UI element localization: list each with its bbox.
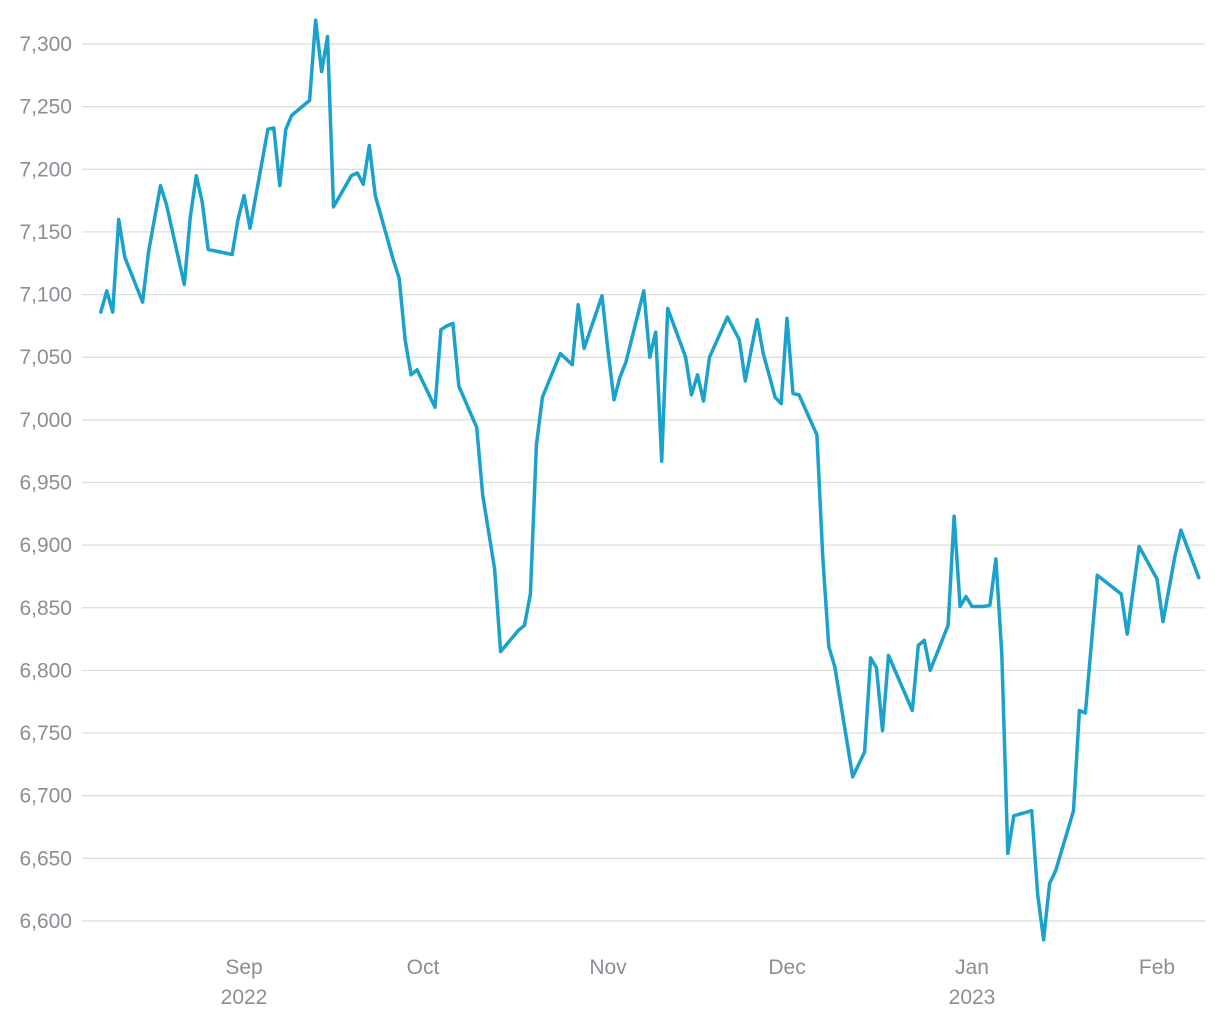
y-tick-label: 6,800: [19, 659, 72, 682]
y-tick-label: 7,150: [19, 221, 72, 244]
y-tick-label: 7,100: [19, 284, 72, 307]
x-tick-label: Feb: [1139, 956, 1175, 979]
series-line: [99, 18, 1201, 942]
y-tick-label: 6,900: [19, 534, 72, 557]
x-tick-label: Sep: [225, 956, 262, 979]
series-layer: [99, 18, 1201, 942]
y-tick-label: 6,950: [19, 472, 72, 495]
x-tick-label: Oct: [407, 956, 440, 979]
x-axis-tick-labels: Sep 2022 Oct Nov Dec Jan 2023 Feb: [221, 956, 1175, 1009]
x-tick-label: Dec: [768, 956, 805, 979]
y-tick-label: 6,700: [19, 785, 72, 808]
y-tick-label: 7,050: [19, 346, 72, 369]
y-tick-label: 6,650: [19, 847, 72, 870]
x-tick-label: Nov: [589, 956, 627, 979]
y-tick-label: 6,750: [19, 722, 72, 745]
y-tick-label: 6,600: [19, 910, 72, 933]
y-tick-label: 7,300: [19, 33, 72, 56]
y-tick-label: 7,250: [19, 96, 72, 119]
y-tick-label: 7,200: [19, 158, 72, 181]
grid-lines: [82, 43, 1205, 922]
x-tick-year-label: 2023: [949, 986, 996, 1009]
x-tick-year-label: 2022: [221, 986, 268, 1009]
y-axis-tick-labels: 6,600 6,650 6,700 6,750 6,800 6,850 6,900 6,950…: [19, 33, 72, 933]
y-tick-label: 7,000: [19, 409, 72, 432]
y-tick-label: 6,850: [19, 597, 72, 620]
x-tick-label: Jan: [955, 956, 989, 979]
